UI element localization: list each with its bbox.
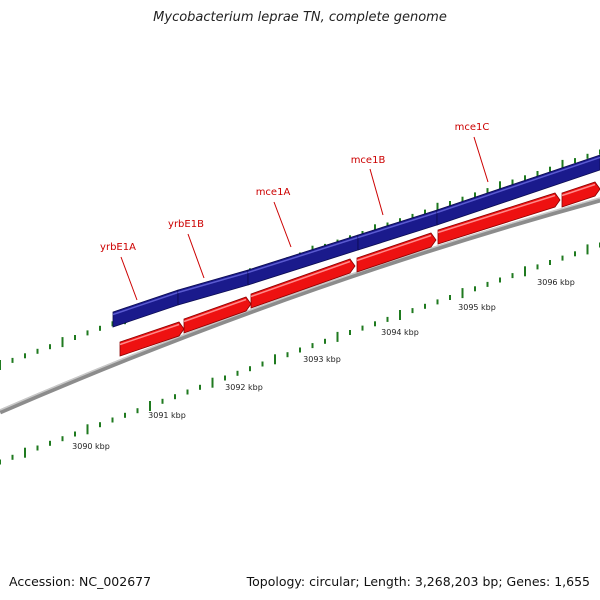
reverse-strand-track <box>119 181 600 357</box>
backbone-ring <box>0 197 600 415</box>
gene-highlight <box>183 298 247 323</box>
gene-mce1C <box>436 154 600 226</box>
gene-highlight <box>437 194 556 234</box>
gene-highlight <box>177 271 249 294</box>
gene-highlight <box>357 211 438 239</box>
genome-summary-text: Topology: circular; Length: 3,268,203 bp… <box>246 574 590 589</box>
gene-label-yrbE1B: yrbE1B <box>168 219 204 230</box>
gene-highlight <box>119 323 180 346</box>
gene-label-mce1A: mce1A <box>256 187 291 198</box>
scale-label: 3093 kbp <box>303 355 341 364</box>
gene-highlight <box>436 156 600 214</box>
gene-labels: yrbE1A yrbE1B mce1A mce1B mce1C <box>100 122 490 301</box>
inner-ticks <box>0 242 600 465</box>
scale-label: 3091 kbp <box>148 411 186 420</box>
gene-label-leader <box>273 201 292 248</box>
gene-highlight <box>247 236 359 274</box>
gene-highlight <box>250 260 351 298</box>
gene-highlight <box>356 234 432 262</box>
scale-label: 3092 kbp <box>225 383 263 392</box>
scale-label: 3090 kbp <box>72 442 110 451</box>
scale-labels: 3090 kbp 3091 kbp 3092 kbp 3093 kbp 3094 kbp… <box>72 278 575 451</box>
backbone-line <box>0 197 600 415</box>
gene-highlight <box>561 183 596 197</box>
forward-strand-track <box>112 154 600 328</box>
scale-label: 3095 kbp <box>458 303 496 312</box>
gene-label-mce1B: mce1B <box>351 155 386 166</box>
gene-label-leader <box>369 168 384 216</box>
scale-label: 3096 kbp <box>537 278 575 287</box>
backbone-highlight <box>0 197 600 411</box>
gene-label-yrbE1A: yrbE1A <box>100 242 136 253</box>
map-title: Mycobacterium leprae TN, complete genome <box>153 10 447 25</box>
accession-text: Accession: NC_002677 <box>9 574 152 589</box>
gene-label-leader <box>120 256 138 301</box>
scale-label: 3094 kbp <box>381 328 419 337</box>
gene-label-leader <box>187 233 205 279</box>
gene-highlight <box>112 291 179 316</box>
gene-label-mce1C: mce1C <box>455 122 490 133</box>
gene-label-leader <box>473 136 489 183</box>
